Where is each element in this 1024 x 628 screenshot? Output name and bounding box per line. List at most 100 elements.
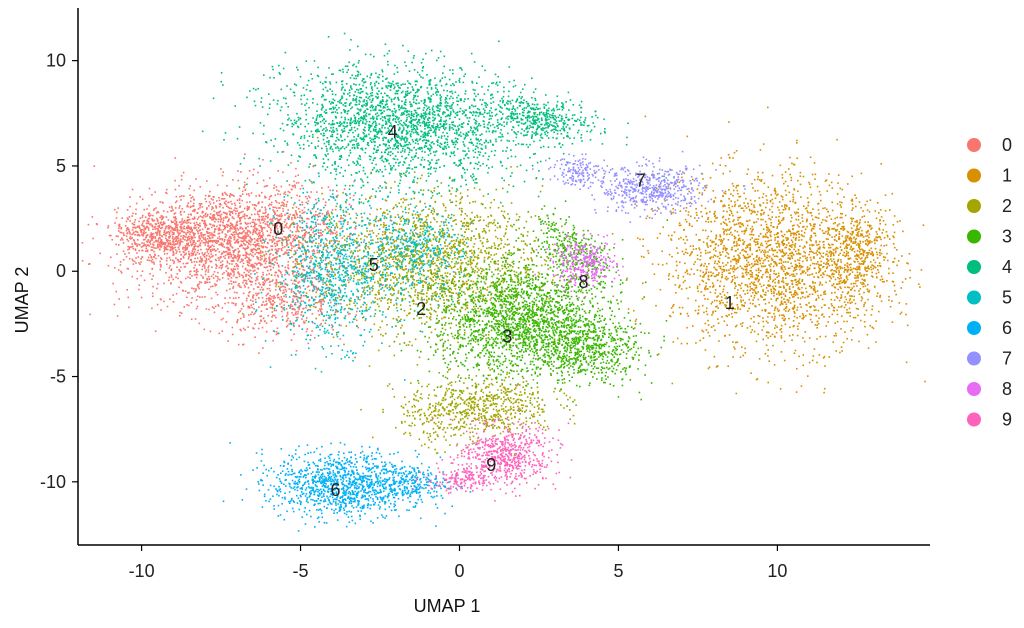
data-point — [788, 168, 790, 170]
data-point — [269, 204, 271, 206]
data-point — [783, 309, 785, 311]
data-point — [247, 232, 249, 234]
data-point — [156, 288, 158, 290]
data-point — [205, 274, 207, 276]
data-point — [283, 236, 285, 238]
data-point — [814, 310, 816, 312]
data-point — [145, 216, 147, 218]
data-point — [793, 249, 795, 251]
data-point — [173, 242, 175, 244]
data-point — [250, 226, 252, 228]
data-point — [800, 273, 802, 275]
data-point — [296, 182, 298, 184]
data-point — [222, 193, 224, 195]
data-point — [224, 297, 226, 299]
data-point — [729, 334, 731, 336]
data-point — [795, 350, 797, 352]
data-point — [187, 232, 189, 234]
data-point — [196, 229, 198, 231]
data-point — [177, 242, 179, 244]
data-point — [249, 237, 251, 239]
data-point — [807, 296, 809, 298]
data-point — [197, 240, 199, 242]
data-point — [120, 239, 122, 241]
data-point — [675, 284, 677, 286]
data-point — [182, 241, 184, 243]
data-point — [190, 207, 192, 209]
data-point — [308, 200, 310, 202]
data-point — [774, 336, 776, 338]
data-point — [775, 198, 777, 200]
data-point — [826, 238, 828, 240]
data-point — [821, 307, 823, 309]
data-point — [290, 236, 292, 238]
data-point — [773, 293, 775, 295]
data-point — [777, 298, 779, 300]
data-point — [203, 264, 205, 266]
data-point — [157, 222, 159, 224]
data-point — [245, 222, 247, 224]
data-point — [295, 311, 297, 313]
data-point — [255, 219, 257, 221]
data-point — [300, 314, 302, 316]
data-point — [203, 211, 205, 213]
data-point — [266, 274, 268, 276]
data-point — [857, 277, 859, 279]
data-point — [259, 220, 261, 222]
data-point — [798, 356, 800, 358]
data-point — [255, 299, 257, 301]
data-point — [797, 328, 799, 330]
data-point — [236, 233, 238, 235]
data-point — [789, 207, 791, 209]
data-point — [247, 208, 249, 210]
data-point — [834, 299, 836, 301]
data-point — [778, 292, 780, 294]
data-point — [251, 266, 253, 268]
data-point — [304, 236, 306, 238]
data-point — [326, 249, 328, 251]
data-point — [733, 190, 735, 192]
data-point — [299, 281, 301, 283]
data-point — [636, 319, 638, 321]
data-point — [693, 264, 695, 266]
data-point — [347, 236, 349, 238]
data-point — [293, 246, 295, 248]
data-point — [702, 178, 704, 180]
data-point — [817, 254, 819, 256]
data-point — [131, 234, 133, 236]
data-point — [217, 278, 219, 280]
data-point — [715, 238, 717, 240]
data-point — [204, 329, 206, 331]
data-point — [768, 280, 770, 282]
data-point — [271, 281, 273, 283]
data-point — [829, 265, 831, 267]
data-point — [802, 256, 804, 258]
data-point — [147, 259, 149, 261]
data-point — [802, 247, 804, 249]
data-point — [680, 313, 682, 315]
data-point — [709, 335, 711, 337]
data-point — [182, 247, 184, 249]
data-point — [697, 291, 699, 293]
data-point — [815, 174, 817, 176]
data-point — [275, 245, 277, 247]
data-point — [635, 203, 637, 205]
data-point — [918, 283, 920, 285]
data-point — [246, 300, 248, 302]
data-point — [812, 360, 814, 362]
data-point — [693, 249, 695, 251]
data-point — [294, 185, 296, 187]
data-point — [786, 284, 788, 286]
data-point — [211, 276, 213, 278]
data-point — [797, 212, 799, 214]
data-point — [711, 275, 713, 277]
data-point — [671, 256, 673, 258]
data-point — [212, 249, 214, 251]
data-point — [847, 279, 849, 281]
data-point — [815, 291, 817, 293]
data-point — [243, 315, 245, 317]
data-point — [205, 198, 207, 200]
data-point — [265, 253, 267, 255]
data-point — [739, 205, 741, 207]
data-point — [320, 245, 322, 247]
